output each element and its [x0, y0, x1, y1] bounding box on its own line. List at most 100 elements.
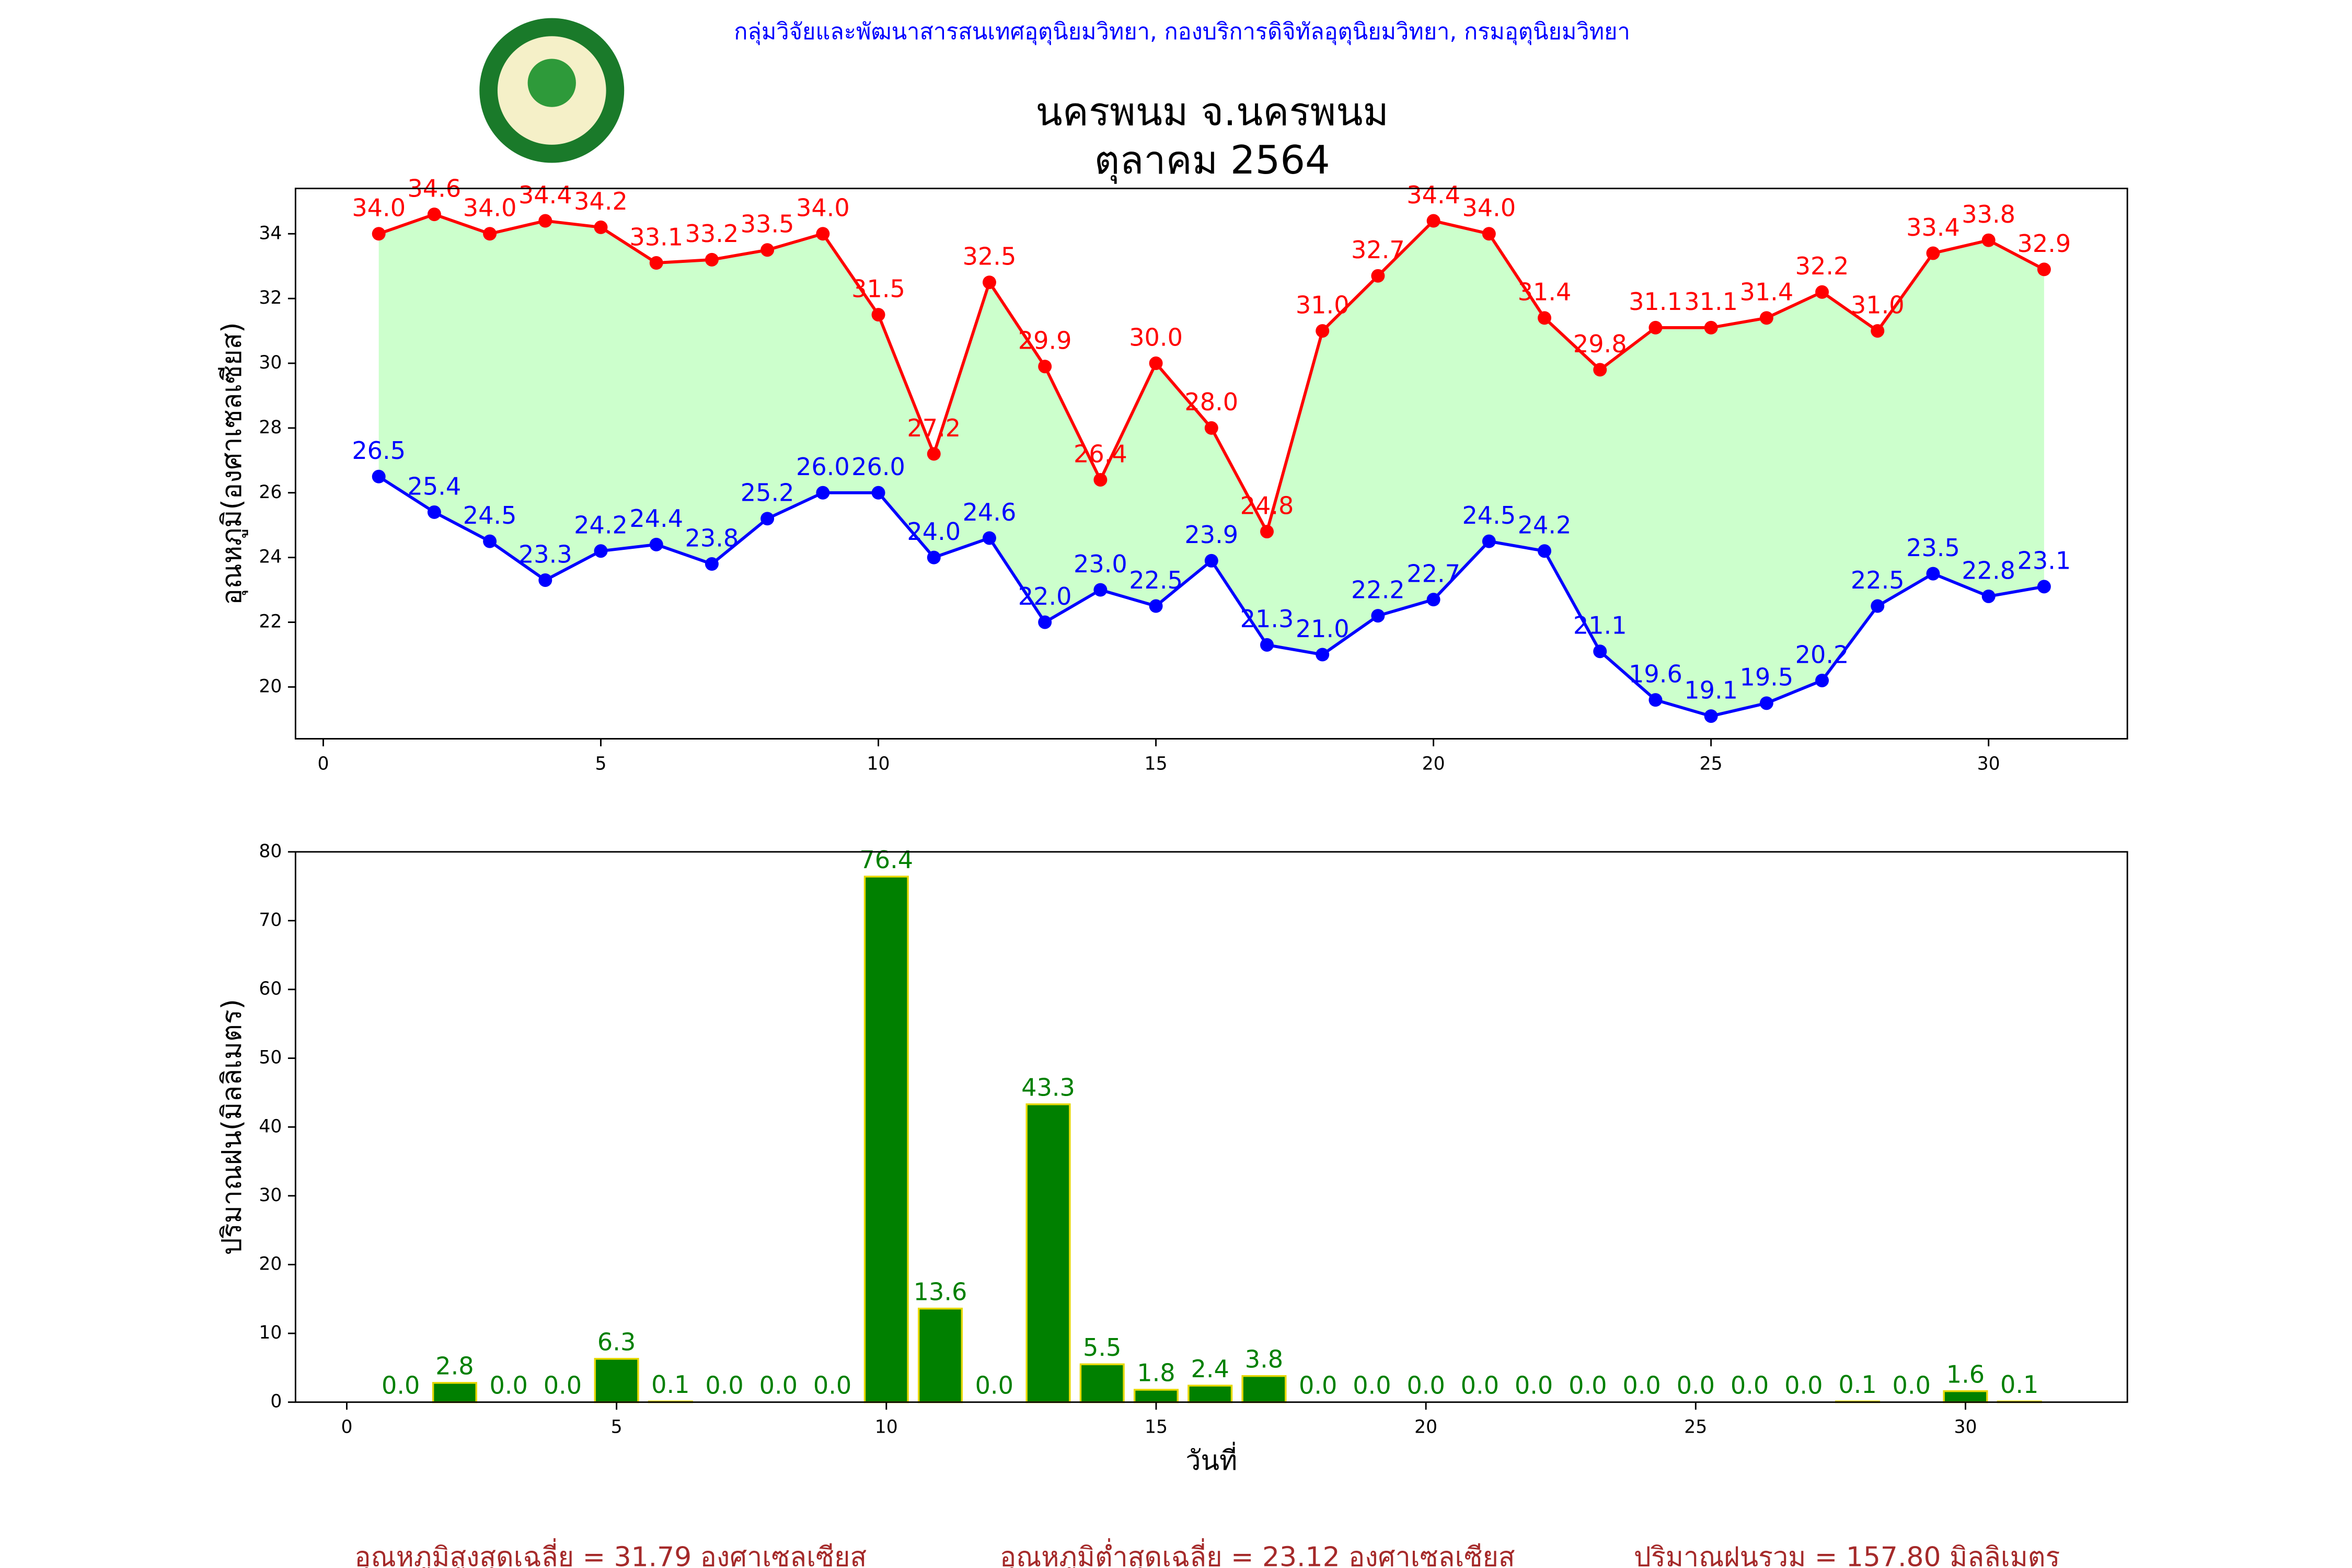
plot-frame: [294, 851, 2128, 1403]
footer-stat: อุณหภูมิสูงสุดเฉลี่ย = 31.79 องศาเซลเซีย…: [354, 1538, 867, 1568]
point: [1371, 609, 1385, 623]
point: [1593, 363, 1607, 377]
value-label: 0.1: [2000, 1370, 2038, 1399]
x-tick-label: 30: [1954, 1417, 1977, 1438]
point: [1093, 583, 1108, 597]
value-label: 32.9: [2017, 229, 2071, 258]
value-label: 34.2: [574, 187, 628, 215]
bar: [1133, 1389, 1179, 1403]
logo: [479, 18, 625, 163]
value-label: 22.5: [1851, 566, 1905, 594]
point: [1815, 673, 1829, 687]
y-tick-label: 70: [259, 909, 282, 930]
point: [982, 531, 996, 545]
value-label: 24.5: [463, 501, 517, 529]
value-label: 23.9: [1184, 521, 1238, 549]
point: [1316, 324, 1330, 338]
point: [1704, 320, 1718, 335]
point: [649, 256, 663, 270]
value-label: 21.1: [1573, 612, 1627, 640]
header: กลุ่มวิจัยและพัฒนาสารสนเทศอุตุนิยมวิทยา,…: [734, 19, 1630, 45]
point: [1926, 246, 1940, 260]
value-label: 34.0: [352, 194, 406, 222]
x-tick-label: 20: [1422, 754, 1445, 775]
value-label: 26.0: [851, 453, 905, 481]
value-label: 0.0: [1784, 1371, 1823, 1399]
value-label: 0.1: [1838, 1370, 1876, 1399]
point: [1759, 696, 1773, 710]
value-label: 26.0: [796, 453, 850, 481]
value-label: 0.0: [1569, 1371, 1607, 1399]
value-label: 76.4: [859, 846, 913, 874]
value-label: 0.1: [651, 1370, 689, 1399]
point: [871, 308, 885, 322]
point: [1704, 709, 1718, 723]
value-label: 0.0: [705, 1371, 743, 1399]
value-label: 29.9: [1018, 327, 1072, 355]
value-label: 22.0: [1018, 582, 1072, 610]
point: [483, 534, 497, 548]
point: [1538, 311, 1552, 325]
value-label: 25.4: [408, 472, 462, 500]
x-tick-label: 5: [611, 1417, 622, 1438]
point: [1759, 311, 1773, 325]
point: [927, 550, 941, 564]
point: [1260, 525, 1274, 539]
x-tick-label: 10: [875, 1417, 898, 1438]
plot-frame: [294, 188, 2128, 740]
value-label: 13.6: [914, 1277, 967, 1306]
chart-title: นครพนม จ.นครพนม: [1036, 89, 1389, 135]
bar: [1241, 1375, 1287, 1403]
value-label: 19.1: [1684, 676, 1738, 704]
x-tick-label: 5: [595, 754, 607, 775]
bar: [1025, 1103, 1071, 1403]
x-tick-label: 30: [1977, 754, 2000, 775]
value-label: 5.5: [1083, 1333, 1121, 1362]
value-label: 0.0: [1406, 1371, 1445, 1399]
point: [1260, 638, 1274, 652]
y-tick-label: 40: [259, 1116, 282, 1137]
value-label: 24.5: [1462, 501, 1516, 529]
value-label: 0.0: [1622, 1371, 1661, 1399]
point: [1371, 269, 1385, 283]
point: [1093, 473, 1108, 487]
point: [538, 214, 552, 228]
y-tick-label: 80: [259, 841, 282, 862]
y-tick-label: 24: [259, 547, 282, 568]
point: [1593, 644, 1607, 659]
y-axis-label: อุณหภูมิ(องศาเซลเซียส): [216, 322, 248, 605]
value-label: 31.5: [851, 274, 905, 303]
value-label: 0.0: [544, 1371, 582, 1399]
bar: [1079, 1363, 1125, 1403]
y-tick-label: 20: [259, 676, 282, 697]
point: [1149, 356, 1163, 371]
point: [927, 447, 941, 461]
value-label: 19.5: [1739, 663, 1793, 691]
value-label: 0.0: [1299, 1371, 1337, 1399]
value-label: 21.3: [1240, 605, 1294, 633]
value-label: 24.4: [629, 504, 683, 533]
point: [2037, 262, 2051, 276]
value-label: 0.0: [1677, 1371, 1715, 1399]
value-label: 24.8: [1240, 491, 1294, 520]
point: [705, 252, 719, 267]
value-label: 0.0: [1731, 1371, 1769, 1399]
point: [372, 469, 386, 483]
value-label: 23.3: [518, 540, 572, 568]
point: [1926, 567, 1940, 581]
value-label: 31.0: [1296, 291, 1350, 319]
value-label: 22.7: [1406, 559, 1460, 587]
value-label: 33.4: [1906, 213, 1960, 241]
bar: [1187, 1385, 1233, 1403]
point: [816, 227, 830, 241]
point: [2037, 580, 2051, 594]
value-label: 31.1: [1684, 287, 1738, 316]
value-label: 33.1: [629, 223, 683, 251]
point: [427, 505, 441, 519]
point: [1871, 599, 1885, 613]
value-label: 23.8: [685, 524, 739, 552]
point: [1482, 227, 1496, 241]
bar: [432, 1382, 477, 1403]
